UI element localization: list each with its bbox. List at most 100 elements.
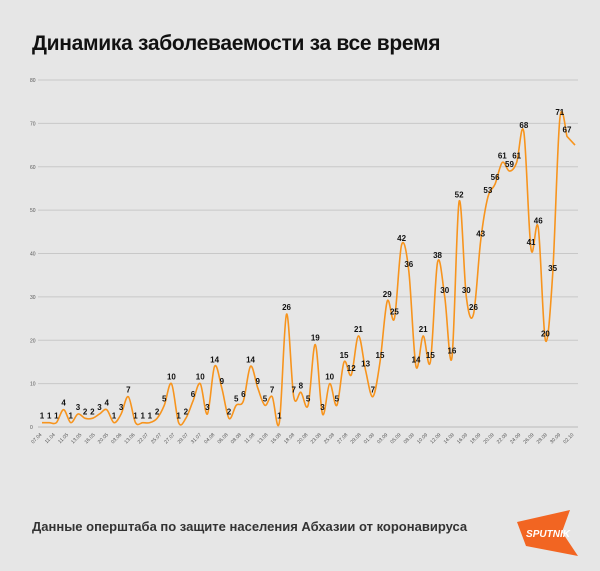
data-label: 71 (555, 108, 564, 117)
data-label: 2 (227, 407, 232, 416)
data-label: 3 (97, 403, 102, 412)
data-label: 61 (498, 151, 507, 160)
data-label: 3 (76, 403, 81, 412)
x-tick-label: 11.05 (57, 432, 70, 445)
data-label: 10 (196, 373, 205, 382)
x-tick-label: 22.09 (496, 432, 509, 445)
data-label: 15 (340, 351, 349, 360)
x-tick-label: 31.07 (190, 432, 203, 445)
data-label: 14 (246, 355, 255, 364)
data-label: 6 (191, 390, 196, 399)
data-label: 20 (541, 329, 550, 338)
x-tick-label: 02.10 (562, 432, 575, 445)
x-tick-label: 18.08 (283, 432, 296, 445)
data-label: 10 (325, 373, 334, 382)
x-tick-label: 20.09 (483, 432, 496, 445)
data-label: 5 (263, 394, 268, 403)
data-label: 1 (112, 412, 117, 421)
data-label: 35 (548, 264, 557, 273)
data-label: 5 (306, 394, 311, 403)
y-tick-label: 50 (30, 208, 36, 214)
x-tick-label: 12.09 (429, 432, 442, 445)
data-label: 1 (47, 412, 52, 421)
x-tick-label: 16.09 (456, 432, 469, 445)
y-tick-label: 0 (30, 425, 33, 431)
x-tick-label: 03.06 (110, 432, 123, 445)
x-tick-label: 14.09 (443, 432, 456, 445)
data-label: 36 (404, 260, 413, 269)
x-tick-label: 27.07 (163, 432, 176, 445)
data-label: 14 (412, 355, 421, 364)
data-label: 15 (376, 351, 385, 360)
data-label: 56 (491, 173, 500, 182)
data-label: 46 (534, 216, 543, 225)
data-label: 30 (440, 286, 449, 295)
x-tick-label: 24.09 (509, 432, 522, 445)
x-tick-label: 10.09 (416, 432, 429, 445)
data-label: 67 (563, 125, 572, 134)
y-tick-label: 80 (30, 78, 36, 84)
data-label: 26 (282, 303, 291, 312)
data-label: 14 (210, 355, 219, 364)
y-tick-label: 70 (30, 121, 36, 127)
data-label: 38 (433, 251, 442, 260)
data-label: 41 (527, 238, 536, 247)
data-label: 2 (83, 407, 88, 416)
x-tick-label: 20.05 (97, 432, 110, 445)
series-line (42, 110, 576, 427)
x-tick-label: 07.04 (30, 432, 43, 445)
data-label: 29 (383, 290, 392, 299)
data-label: 8 (299, 381, 304, 390)
data-label: 2 (155, 407, 160, 416)
x-tick-label: 25.07 (150, 432, 163, 445)
data-label: 6 (241, 390, 246, 399)
data-label: 4 (61, 399, 66, 408)
x-tick-label: 26.09 (522, 432, 535, 445)
data-label: 3 (119, 403, 124, 412)
x-tick-label: 11.04 (44, 432, 57, 445)
data-label: 61 (512, 151, 521, 160)
data-label: 10 (167, 373, 176, 382)
data-label: 7 (270, 386, 275, 395)
data-label: 9 (256, 377, 261, 386)
x-tick-label: 27.08 (336, 432, 349, 445)
data-label: 1 (176, 412, 181, 421)
data-label: 30 (462, 286, 471, 295)
svg-text:SPUTNIK: SPUTNIK (526, 529, 571, 540)
x-tick-label: 29.07 (177, 432, 190, 445)
data-label: 5 (335, 394, 340, 403)
x-tick-label: 13.08 (256, 432, 269, 445)
x-tick-label: 16.08 (270, 432, 283, 445)
y-tick-label: 10 (30, 382, 36, 388)
x-tick-label: 08.09 (403, 432, 416, 445)
x-tick-label: 13.06 (123, 432, 136, 445)
data-label: 2 (90, 407, 95, 416)
source-note: Данные оперштаба по защите населения Абх… (32, 519, 468, 534)
x-tick-label: 22.07 (137, 432, 150, 445)
data-label: 16 (447, 347, 456, 356)
y-tick-label: 40 (30, 252, 36, 258)
x-tick-label: 28.09 (536, 432, 549, 445)
data-label: 42 (397, 234, 406, 243)
y-tick-label: 20 (30, 338, 36, 344)
data-label: 1 (140, 412, 145, 421)
data-label: 1 (40, 412, 45, 421)
x-tick-label: 11.08 (243, 432, 256, 445)
x-tick-label: 29.08 (350, 432, 363, 445)
data-label: 7 (291, 386, 296, 395)
x-tick-label: 16.05 (84, 432, 97, 445)
data-label: 1 (69, 412, 74, 421)
x-tick-label: 01.09 (363, 432, 376, 445)
x-tick-label: 18.09 (469, 432, 482, 445)
data-label: 7 (371, 386, 376, 395)
data-label: 68 (519, 121, 528, 130)
data-label: 1 (148, 412, 153, 421)
data-label: 1 (133, 412, 138, 421)
data-label: 2 (184, 407, 189, 416)
data-label: 5 (162, 394, 167, 403)
x-tick-label: 30.09 (549, 432, 562, 445)
data-label: 7 (126, 386, 131, 395)
y-tick-label: 30 (30, 295, 36, 301)
data-label: 26 (469, 303, 478, 312)
